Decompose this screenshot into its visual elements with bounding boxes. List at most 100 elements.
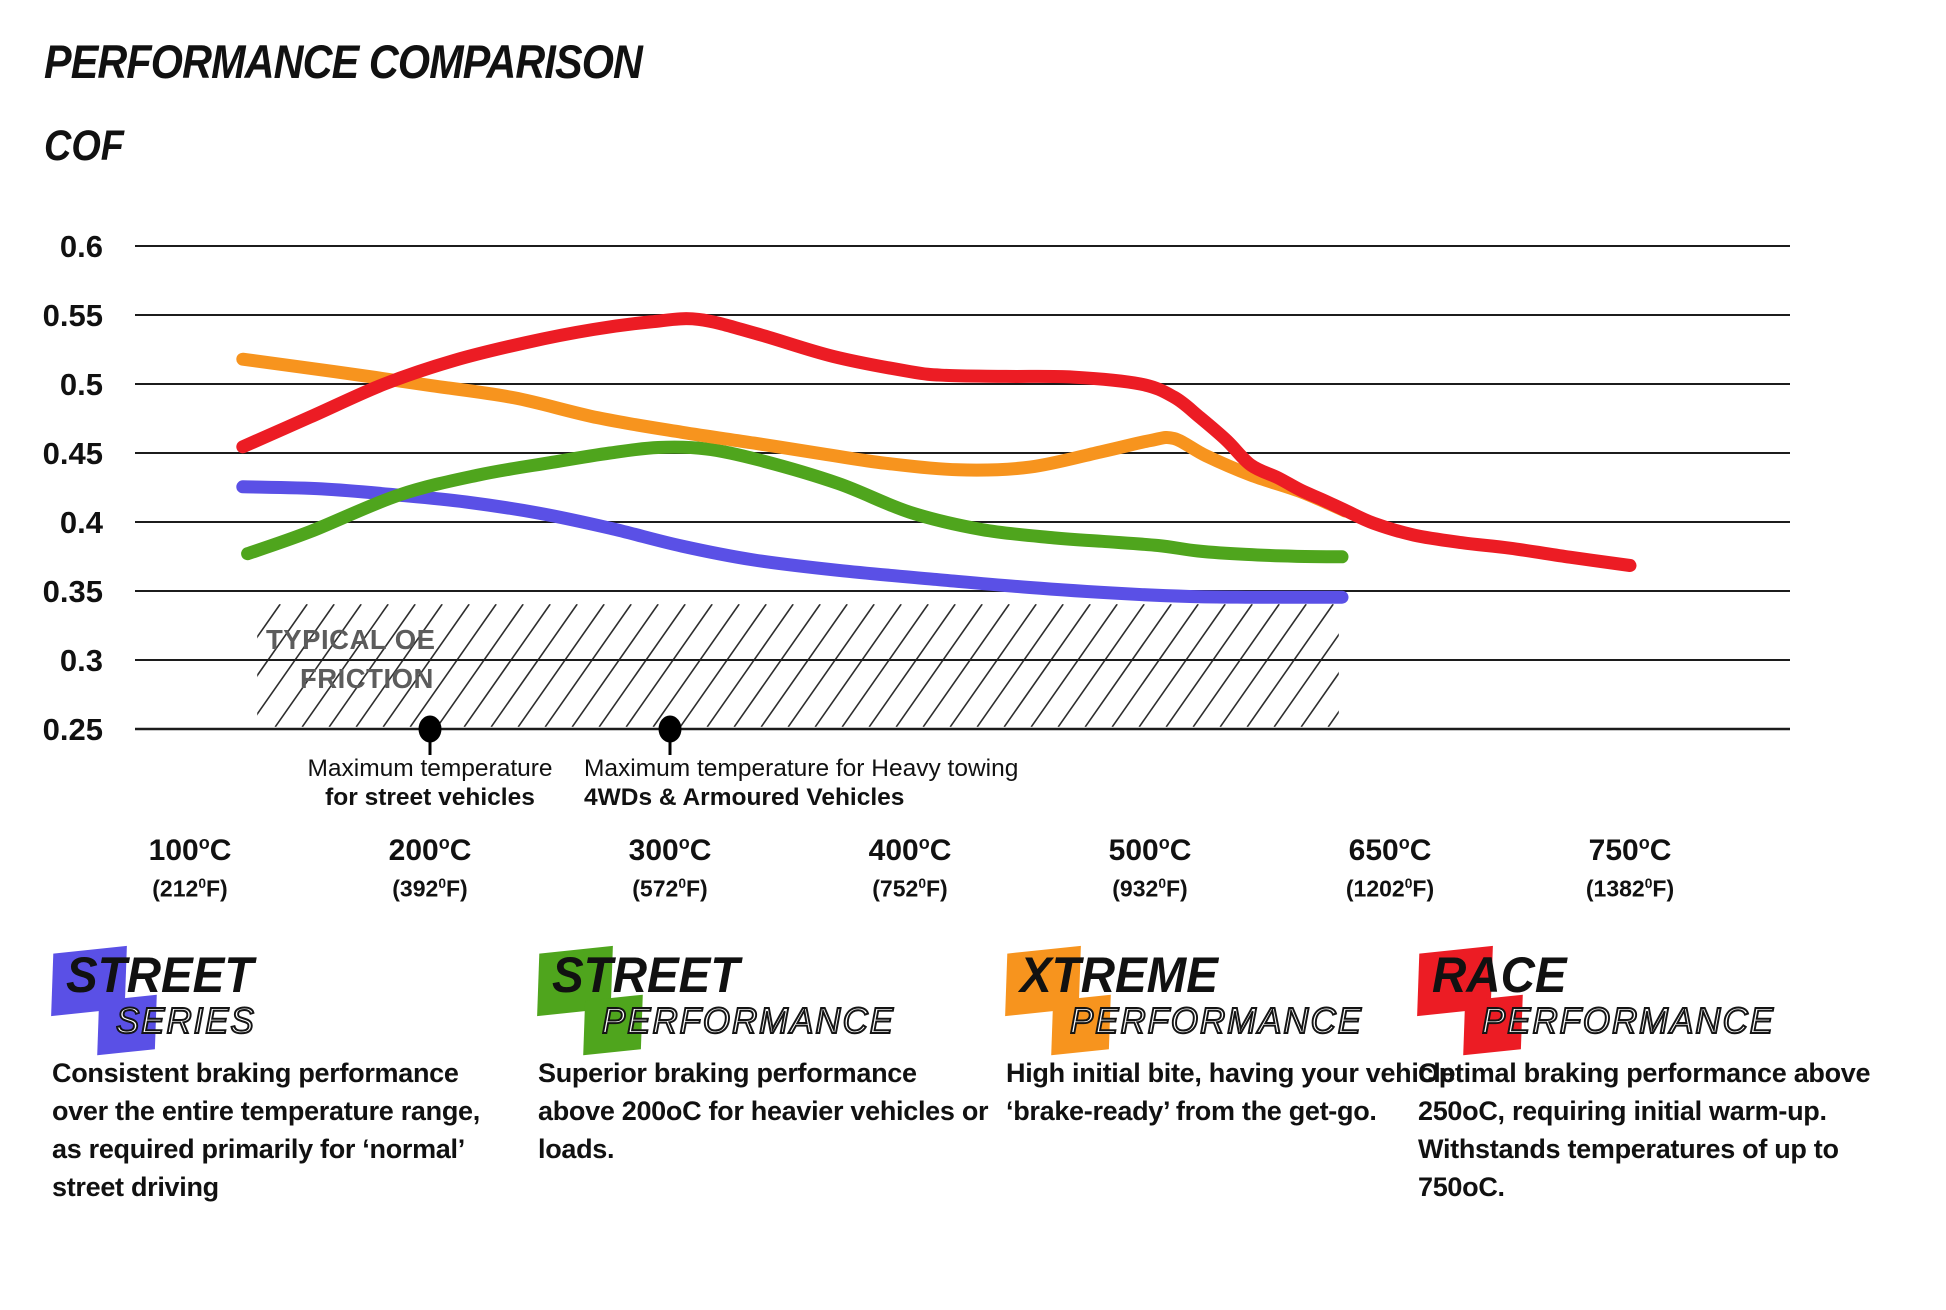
x-tick-fahrenheit: (3920F) [392,875,468,902]
hatch-line [1219,604,1307,727]
x-tick-fahrenheit: (9320F) [1112,875,1188,902]
hatch-line [814,604,902,727]
hatch-line [679,604,767,727]
legend-item-street-series: STREET SERIES Consistent braking perform… [51,945,522,1206]
series-line-race-performance [236,312,1637,572]
hatch-line [895,604,983,727]
hatch-line [760,604,848,727]
street-performance-word-top: STREET [552,947,740,1003]
race-performance-word-bottom: PERFORMANCE [1481,999,1775,1042]
hatch-line [1300,671,1339,727]
marker-annotation-towing-line1: Maximum temperature for Heavy towing [584,755,1019,782]
hatch-line [571,604,659,727]
street-performance-description: Superior braking performance above 200oC… [538,1058,989,1164]
hatch-line [463,604,551,727]
x-tick-fahrenheit: (12020F) [1345,875,1435,902]
street-series-description: Consistent braking performance over the … [52,1058,480,1202]
hatch-line [1165,604,1253,727]
x-tick-100c: 100oC (2120F) [149,828,232,901]
y-tick-label-0.4: 0.4 [60,505,104,540]
hatch-line [787,604,875,727]
series-line-street-performance [241,440,1349,564]
xtreme-performance-description: High initial bite, having your vehicle ‘… [1006,1058,1456,1126]
y-tick-label-0.25: 0.25 [43,712,103,747]
x-tick-fahrenheit: (7520F) [872,875,948,902]
marker-dot-0 [418,715,442,743]
y-tick-label-0.55: 0.55 [43,298,103,333]
xtreme-performance-word-top: XTREME [1020,947,1218,1003]
hatch-line [1138,604,1226,727]
marker-dot-1 [658,715,682,743]
x-tick-300c: 300oC (5720F) [629,828,712,901]
oe-friction-label-line1: TYPICAL OE [266,624,436,655]
x-tick-celsius: 200oC [388,833,472,867]
x-tick-fahrenheit: (2120F) [152,875,228,902]
hatch-line [382,604,470,727]
hatch-line [841,604,929,727]
y-tick-label-0.5: 0.5 [60,367,103,402]
hatch-line [1003,604,1091,727]
hatch-line [625,604,713,727]
street-series-logo: STREET SERIES [51,945,522,1056]
x-tick-750c: 750oC (13820F) [1586,828,1674,901]
hatch-line [436,604,524,727]
marker-annotation-towing-line2: 4WDs & Armoured Vehicles [584,784,905,811]
y-tick-label-0.3: 0.3 [60,643,103,678]
x-tick-fahrenheit: (5720F) [632,875,708,902]
marker-annotation-street-line2: for street vehicles [325,784,535,811]
x-tick-200c: 200oC (3920F) [389,828,472,901]
y-tick-label-0.35: 0.35 [43,574,103,609]
page-title: PERFORMANCE COMPARISON [44,35,643,88]
marker-annotation-street: Maximum temperature for street vehicles [307,754,552,812]
street-performance-logo: STREET PERFORMANCE [537,945,1008,1056]
x-tick-celsius: 500oC [1108,833,1192,867]
hatch-line [1030,604,1118,727]
hatch-line [598,604,686,727]
race-performance-description: Optimal braking performance above 250oC,… [1418,1058,1871,1202]
hatch-line [1192,604,1280,727]
x-tick-fahrenheit: (13820F) [1585,875,1675,902]
x-tick-celsius: 300oC [628,833,712,867]
hatch-line [1327,710,1339,727]
series-line-xtreme-performance [236,352,1352,518]
street-performance-word-bottom: PERFORMANCE [601,999,895,1042]
hatch-line [544,604,632,727]
marker-annotation-street-line1: Maximum temperature [307,755,553,782]
hatch-line [733,604,821,727]
street-series-word-top: STREET [66,947,254,1003]
hatch-line [301,604,389,727]
hatch-line [409,604,497,727]
hatch-line [1273,633,1339,727]
hatch-line [706,604,794,727]
x-tick-400c: 400oC (7520F) [869,828,952,901]
hatch-line [257,604,281,639]
hatch-line [1246,604,1334,727]
hatch-line [167,604,253,727]
race-performance-word-top: RACE [1432,947,1567,1003]
hatch-line [1111,604,1199,727]
hatch-line [328,604,416,727]
oe-friction-label-line2: FRICTION [300,663,434,694]
hatch-line [949,604,1037,727]
x-tick-celsius: 650oC [1348,833,1432,867]
hatch-line [976,604,1064,727]
y-tick-label-0.45: 0.45 [43,436,103,471]
race-performance-logo: RACE PERFORMANCE [1417,945,1888,1056]
street-series-word-bottom: SERIES [115,999,256,1042]
hatch-line [274,604,362,727]
marker-annotation-towing: Maximum temperature for Heavy towing 4WD… [584,754,1018,812]
oe-friction-hatch [167,604,1339,727]
legend-item-xtreme-performance: XTREME PERFORMANCE High initial bite, ha… [1005,945,1476,1130]
xtreme-performance-word-bottom: PERFORMANCE [1069,999,1363,1042]
hatch-line [257,604,308,677]
legend-item-race-performance: RACE PERFORMANCE Optimal braking perform… [1417,945,1888,1206]
hatch-line [1057,604,1145,727]
hatch-line [355,604,443,727]
series-line-street-series [236,480,1349,604]
x-tick-650c: 650oC (12020F) [1346,828,1434,901]
x-tick-500c: 500oC (9320F) [1109,828,1192,901]
y-tick-label-0.6: 0.6 [60,229,103,264]
x-tick-celsius: 400oC [868,833,952,867]
performance-chart: 0.6 0.55 0.5 0.45 0.4 0.35 0.3 0.25 [43,229,1790,755]
y-axis-title: COF [44,122,124,170]
